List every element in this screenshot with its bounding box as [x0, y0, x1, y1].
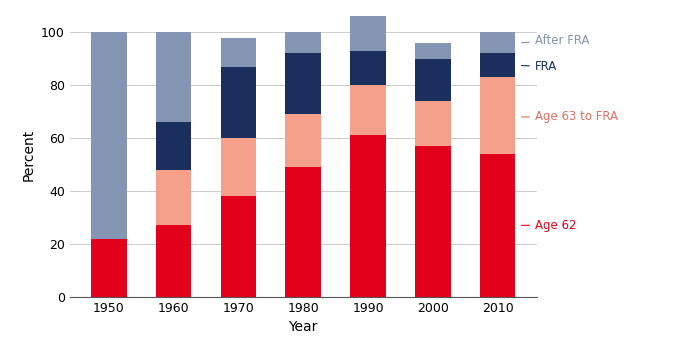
Bar [350, 17, 386, 51]
Bar [220, 196, 256, 297]
Bar [350, 136, 386, 297]
Bar [415, 146, 451, 297]
Bar [350, 51, 386, 85]
Bar [480, 53, 516, 77]
Bar [285, 167, 321, 297]
Bar [91, 32, 127, 238]
Bar [350, 85, 386, 136]
Bar [285, 114, 321, 167]
Text: Age 63 to FRA: Age 63 to FRA [521, 110, 618, 124]
Text: Age 62: Age 62 [521, 219, 576, 232]
Bar [285, 53, 321, 114]
Text: After FRA: After FRA [521, 34, 590, 47]
Bar [220, 67, 256, 138]
Bar [415, 101, 451, 146]
Bar [155, 32, 192, 122]
X-axis label: Year: Year [289, 320, 318, 334]
Bar [285, 32, 321, 53]
Bar [220, 138, 256, 196]
Bar [415, 43, 451, 59]
Bar [155, 170, 192, 225]
Bar [91, 238, 127, 297]
Y-axis label: Percent: Percent [22, 129, 36, 181]
Bar [480, 154, 516, 297]
Bar [480, 77, 516, 154]
Bar [480, 32, 516, 53]
Bar [415, 59, 451, 101]
Bar [155, 225, 192, 297]
Bar [155, 122, 192, 170]
Text: FRA: FRA [521, 60, 557, 73]
Bar [220, 38, 256, 67]
